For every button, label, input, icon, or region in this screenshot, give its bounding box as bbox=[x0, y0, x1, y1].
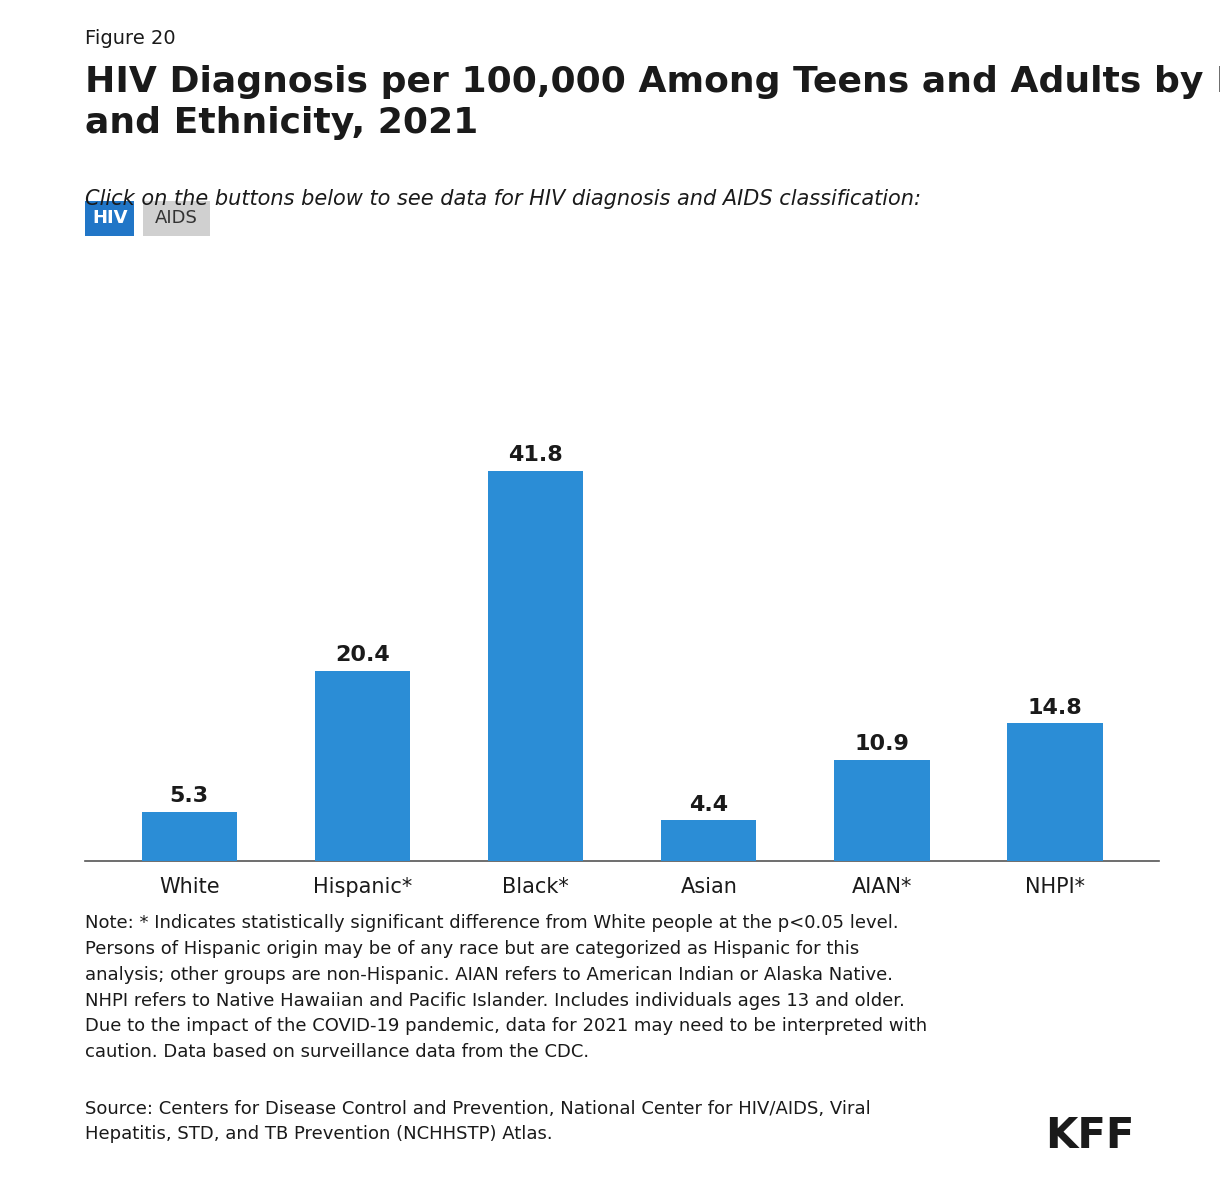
Bar bbox=[1008, 723, 1103, 861]
Text: 41.8: 41.8 bbox=[509, 445, 562, 465]
Text: 20.4: 20.4 bbox=[336, 645, 390, 666]
Bar bbox=[142, 812, 237, 861]
Text: HIV Diagnosis per 100,000 Among Teens and Adults by Race
and Ethnicity, 2021: HIV Diagnosis per 100,000 Among Teens an… bbox=[85, 65, 1220, 139]
Text: 4.4: 4.4 bbox=[689, 794, 728, 814]
Text: AIDS: AIDS bbox=[155, 209, 198, 228]
Text: Note: * Indicates statistically significant difference from White people at the : Note: * Indicates statistically signific… bbox=[85, 914, 927, 1061]
Text: 5.3: 5.3 bbox=[170, 786, 209, 806]
Text: Source: Centers for Disease Control and Prevention, National Center for HIV/AIDS: Source: Centers for Disease Control and … bbox=[85, 1100, 871, 1143]
Bar bbox=[315, 670, 410, 861]
Text: Figure 20: Figure 20 bbox=[85, 30, 176, 48]
Bar bbox=[661, 820, 756, 861]
Text: HIV: HIV bbox=[92, 209, 128, 228]
Text: 10.9: 10.9 bbox=[854, 734, 909, 754]
Bar bbox=[488, 471, 583, 861]
Bar bbox=[834, 760, 930, 861]
Text: 14.8: 14.8 bbox=[1027, 697, 1082, 717]
Text: Click on the buttons below to see data for HIV diagnosis and AIDS classification: Click on the buttons below to see data f… bbox=[85, 189, 921, 209]
Text: KFF: KFF bbox=[1046, 1115, 1135, 1158]
